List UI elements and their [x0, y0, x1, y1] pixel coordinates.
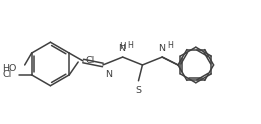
Text: N: N — [158, 44, 165, 53]
Text: N: N — [105, 70, 112, 79]
Text: S: S — [135, 86, 141, 95]
Text: HO: HO — [2, 64, 17, 73]
Text: N: N — [118, 44, 125, 53]
Text: H: H — [167, 41, 173, 50]
Text: Cl: Cl — [3, 70, 12, 79]
Text: H: H — [128, 41, 133, 50]
Text: H: H — [119, 42, 126, 51]
Text: Cl: Cl — [85, 56, 94, 64]
